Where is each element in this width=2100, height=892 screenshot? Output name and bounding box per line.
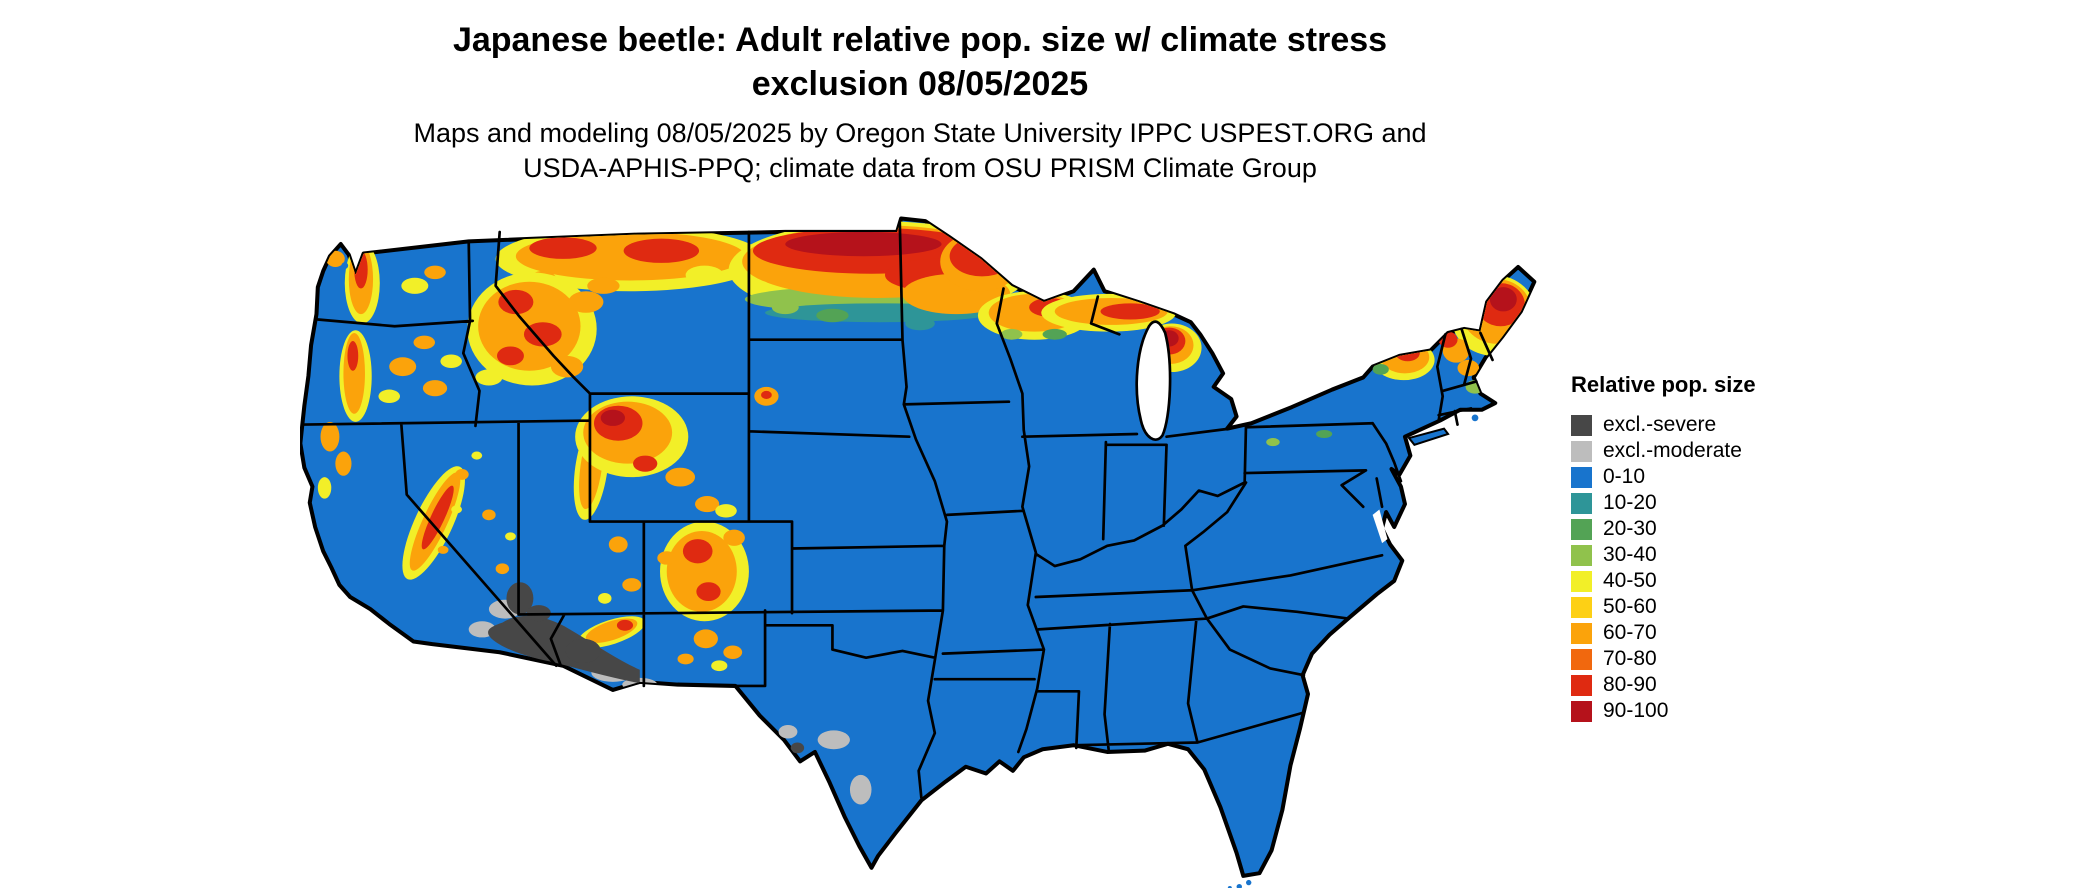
legend-label: 30-40 (1603, 543, 1657, 566)
figure-title-line2: exclusion 08/05/2025 (751, 65, 1089, 103)
legend-color-swatch (1571, 544, 1592, 566)
legend-color-swatch (1571, 648, 1592, 670)
legend-label: 80-90 (1603, 673, 1657, 696)
legend-label: 50-60 (1603, 595, 1657, 618)
legend-entry-20-30: 20-30 (1571, 516, 1756, 542)
map-legend: Relative pop. size excl.-severe excl.-mod… (1571, 372, 1756, 724)
chesapeake-bay (1372, 509, 1388, 544)
offshore-islands (341, 262, 1479, 888)
legend-entry-30-40: 30-40 (1571, 542, 1756, 568)
state-borders (303, 221, 1494, 800)
legend-label: 20-30 (1603, 517, 1657, 540)
legend-label: 70-80 (1603, 647, 1657, 670)
legend-color-swatch (1571, 414, 1592, 436)
legend-color-swatch (1571, 700, 1592, 722)
legend-color-swatch (1571, 674, 1592, 696)
figure-title-line1: Japanese beetle: Adult relative pop. siz… (452, 21, 1388, 59)
figure-header: Japanese beetle: Adult relative pop. siz… (0, 18, 1840, 186)
figure-subtitle-line1: Maps and modeling 08/05/2025 by Oregon S… (413, 118, 1427, 148)
legend-label: 60-70 (1603, 621, 1657, 644)
legend-entry-90-100: 90-100 (1571, 698, 1756, 724)
legend-entry-10-20: 10-20 (1571, 490, 1756, 516)
figure-subtitle: Maps and modeling 08/05/2025 by Oregon S… (0, 116, 1840, 186)
legend-entry-80-90: 80-90 (1571, 672, 1756, 698)
legend-entry-50-60: 50-60 (1571, 594, 1756, 620)
legend-label: 40-50 (1603, 569, 1657, 592)
legend-label: 90-100 (1603, 699, 1669, 722)
us-choropleth-map (300, 205, 1540, 888)
legend-entry-0-10: 0-10 (1571, 464, 1756, 490)
legend-title: Relative pop. size (1571, 372, 1756, 397)
legend-label: excl.-severe (1603, 413, 1717, 436)
legend-entry-70-80: 70-80 (1571, 646, 1756, 672)
legend-color-swatch (1571, 466, 1592, 488)
legend-entry-excl-moderate: excl.-moderate (1571, 438, 1756, 464)
legend-entry-40-50: 40-50 (1571, 568, 1756, 594)
legend-label: 10-20 (1603, 491, 1657, 514)
legend-entry-excl-severe: excl.-severe (1571, 412, 1756, 438)
legend-label: 0-10 (1603, 465, 1646, 488)
great-lakes (1135, 320, 1388, 544)
legend-color-swatch (1571, 518, 1592, 540)
figure-subtitle-line2: USDA-APHIS-PPQ; climate data from OSU PR… (523, 153, 1317, 183)
legend-color-swatch (1571, 570, 1592, 592)
legend-entry-60-70: 60-70 (1571, 620, 1756, 646)
legend-color-swatch (1571, 492, 1592, 514)
legend-color-swatch (1571, 596, 1592, 618)
long-island (1407, 427, 1450, 446)
legend-label: excl.-moderate (1603, 439, 1742, 462)
legend-rows: excl.-severe excl.-moderate 0-10 10-20 20-30… (1571, 412, 1756, 724)
legend-color-swatch (1571, 440, 1592, 462)
legend-color-swatch (1571, 622, 1592, 644)
